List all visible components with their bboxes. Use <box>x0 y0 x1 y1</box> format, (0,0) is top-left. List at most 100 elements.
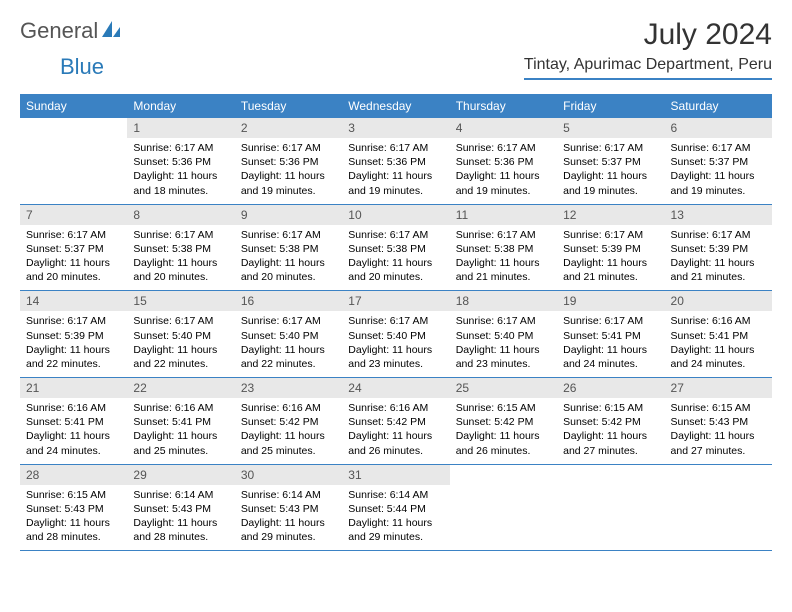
day-content: Sunrise: 6:17 AMSunset: 5:41 PMDaylight:… <box>557 311 664 377</box>
day-content: Sunrise: 6:17 AMSunset: 5:38 PMDaylight:… <box>235 225 342 291</box>
sunrise-text: Sunrise: 6:17 AM <box>241 228 336 242</box>
daylight-text: Daylight: 11 hours and 26 minutes. <box>456 429 551 457</box>
day-content: Sunrise: 6:15 AMSunset: 5:43 PMDaylight:… <box>665 398 772 464</box>
day-content: Sunrise: 6:15 AMSunset: 5:43 PMDaylight:… <box>20 485 127 551</box>
calendar-day-cell: 10Sunrise: 6:17 AMSunset: 5:38 PMDayligh… <box>342 204 449 291</box>
day-number: 17 <box>342 291 449 311</box>
header-wednesday: Wednesday <box>342 94 449 118</box>
daylight-text: Daylight: 11 hours and 20 minutes. <box>133 256 228 284</box>
header-friday: Friday <box>557 94 664 118</box>
logo-text-general: General <box>20 18 98 44</box>
day-content: Sunrise: 6:17 AMSunset: 5:40 PMDaylight:… <box>235 311 342 377</box>
sunset-text: Sunset: 5:37 PM <box>563 155 658 169</box>
sunrise-text: Sunrise: 6:16 AM <box>133 401 228 415</box>
daylight-text: Daylight: 11 hours and 19 minutes. <box>348 169 443 197</box>
daylight-text: Daylight: 11 hours and 29 minutes. <box>241 516 336 544</box>
calendar-body: 1Sunrise: 6:17 AMSunset: 5:36 PMDaylight… <box>20 118 772 551</box>
daylight-text: Daylight: 11 hours and 28 minutes. <box>26 516 121 544</box>
day-number: 27 <box>665 378 772 398</box>
day-number <box>665 465 772 485</box>
day-number: 11 <box>450 205 557 225</box>
day-number: 31 <box>342 465 449 485</box>
daylight-text: Daylight: 11 hours and 23 minutes. <box>348 343 443 371</box>
day-content: Sunrise: 6:16 AMSunset: 5:41 PMDaylight:… <box>127 398 234 464</box>
day-content: Sunrise: 6:17 AMSunset: 5:36 PMDaylight:… <box>450 138 557 204</box>
sunset-text: Sunset: 5:37 PM <box>671 155 766 169</box>
day-content: Sunrise: 6:17 AMSunset: 5:40 PMDaylight:… <box>127 311 234 377</box>
calendar-day-cell: 8Sunrise: 6:17 AMSunset: 5:38 PMDaylight… <box>127 204 234 291</box>
day-number: 9 <box>235 205 342 225</box>
sunrise-text: Sunrise: 6:17 AM <box>241 141 336 155</box>
sunrise-text: Sunrise: 6:14 AM <box>241 488 336 502</box>
calendar-day-cell: 27Sunrise: 6:15 AMSunset: 5:43 PMDayligh… <box>665 378 772 465</box>
day-content: Sunrise: 6:16 AMSunset: 5:41 PMDaylight:… <box>20 398 127 464</box>
sunrise-text: Sunrise: 6:17 AM <box>563 314 658 328</box>
sunset-text: Sunset: 5:42 PM <box>348 415 443 429</box>
day-number: 23 <box>235 378 342 398</box>
calendar-day-cell: 6Sunrise: 6:17 AMSunset: 5:37 PMDaylight… <box>665 118 772 204</box>
daylight-text: Daylight: 11 hours and 24 minutes. <box>671 343 766 371</box>
sunrise-text: Sunrise: 6:16 AM <box>26 401 121 415</box>
daylight-text: Daylight: 11 hours and 27 minutes. <box>671 429 766 457</box>
daylight-text: Daylight: 11 hours and 19 minutes. <box>241 169 336 197</box>
sunset-text: Sunset: 5:43 PM <box>241 502 336 516</box>
day-number: 20 <box>665 291 772 311</box>
day-number: 28 <box>20 465 127 485</box>
sunrise-text: Sunrise: 6:17 AM <box>348 314 443 328</box>
day-number: 12 <box>557 205 664 225</box>
daylight-text: Daylight: 11 hours and 27 minutes. <box>563 429 658 457</box>
day-number: 26 <box>557 378 664 398</box>
day-content <box>20 138 127 204</box>
sunset-text: Sunset: 5:36 PM <box>133 155 228 169</box>
day-number: 25 <box>450 378 557 398</box>
sunset-text: Sunset: 5:41 PM <box>133 415 228 429</box>
day-content: Sunrise: 6:17 AMSunset: 5:36 PMDaylight:… <box>235 138 342 204</box>
sunset-text: Sunset: 5:39 PM <box>563 242 658 256</box>
calendar-day-cell: 23Sunrise: 6:16 AMSunset: 5:42 PMDayligh… <box>235 378 342 465</box>
day-content: Sunrise: 6:17 AMSunset: 5:38 PMDaylight:… <box>342 225 449 291</box>
day-number: 19 <box>557 291 664 311</box>
daylight-text: Daylight: 11 hours and 25 minutes. <box>241 429 336 457</box>
day-number: 5 <box>557 118 664 138</box>
sunset-text: Sunset: 5:41 PM <box>26 415 121 429</box>
sunset-text: Sunset: 5:39 PM <box>26 329 121 343</box>
day-content: Sunrise: 6:14 AMSunset: 5:43 PMDaylight:… <box>235 485 342 551</box>
calendar-day-cell: 4Sunrise: 6:17 AMSunset: 5:36 PMDaylight… <box>450 118 557 204</box>
calendar-week-row: 14Sunrise: 6:17 AMSunset: 5:39 PMDayligh… <box>20 291 772 378</box>
day-content: Sunrise: 6:14 AMSunset: 5:43 PMDaylight:… <box>127 485 234 551</box>
sunrise-text: Sunrise: 6:17 AM <box>26 228 121 242</box>
day-content: Sunrise: 6:17 AMSunset: 5:39 PMDaylight:… <box>557 225 664 291</box>
logo: General <box>20 18 124 44</box>
calendar-week-row: 7Sunrise: 6:17 AMSunset: 5:37 PMDaylight… <box>20 204 772 291</box>
sunset-text: Sunset: 5:36 PM <box>456 155 551 169</box>
header-sunday: Sunday <box>20 94 127 118</box>
sunrise-text: Sunrise: 6:17 AM <box>671 228 766 242</box>
day-content <box>557 485 664 551</box>
sunrise-text: Sunrise: 6:17 AM <box>133 141 228 155</box>
sunrise-text: Sunrise: 6:17 AM <box>563 228 658 242</box>
sunset-text: Sunset: 5:41 PM <box>671 329 766 343</box>
daylight-text: Daylight: 11 hours and 28 minutes. <box>133 516 228 544</box>
calendar-day-cell: 21Sunrise: 6:16 AMSunset: 5:41 PMDayligh… <box>20 378 127 465</box>
calendar-day-cell: 28Sunrise: 6:15 AMSunset: 5:43 PMDayligh… <box>20 464 127 551</box>
calendar-day-cell: 7Sunrise: 6:17 AMSunset: 5:37 PMDaylight… <box>20 204 127 291</box>
day-number: 16 <box>235 291 342 311</box>
calendar-day-cell: 12Sunrise: 6:17 AMSunset: 5:39 PMDayligh… <box>557 204 664 291</box>
sunset-text: Sunset: 5:40 PM <box>133 329 228 343</box>
daylight-text: Daylight: 11 hours and 20 minutes. <box>348 256 443 284</box>
daylight-text: Daylight: 11 hours and 19 minutes. <box>563 169 658 197</box>
day-number: 8 <box>127 205 234 225</box>
calendar-day-cell: 29Sunrise: 6:14 AMSunset: 5:43 PMDayligh… <box>127 464 234 551</box>
sunset-text: Sunset: 5:38 PM <box>241 242 336 256</box>
sunrise-text: Sunrise: 6:17 AM <box>563 141 658 155</box>
sunset-text: Sunset: 5:39 PM <box>671 242 766 256</box>
calendar-day-cell: 26Sunrise: 6:15 AMSunset: 5:42 PMDayligh… <box>557 378 664 465</box>
sunrise-text: Sunrise: 6:17 AM <box>133 228 228 242</box>
sunset-text: Sunset: 5:43 PM <box>133 502 228 516</box>
sunrise-text: Sunrise: 6:17 AM <box>456 141 551 155</box>
sunset-text: Sunset: 5:42 PM <box>563 415 658 429</box>
calendar-day-cell: 5 Sunrise: 6:17 AMSunset: 5:37 PMDaylight… <box>557 118 664 204</box>
sunrise-text: Sunrise: 6:17 AM <box>671 141 766 155</box>
day-number: 24 <box>342 378 449 398</box>
sunset-text: Sunset: 5:40 PM <box>241 329 336 343</box>
